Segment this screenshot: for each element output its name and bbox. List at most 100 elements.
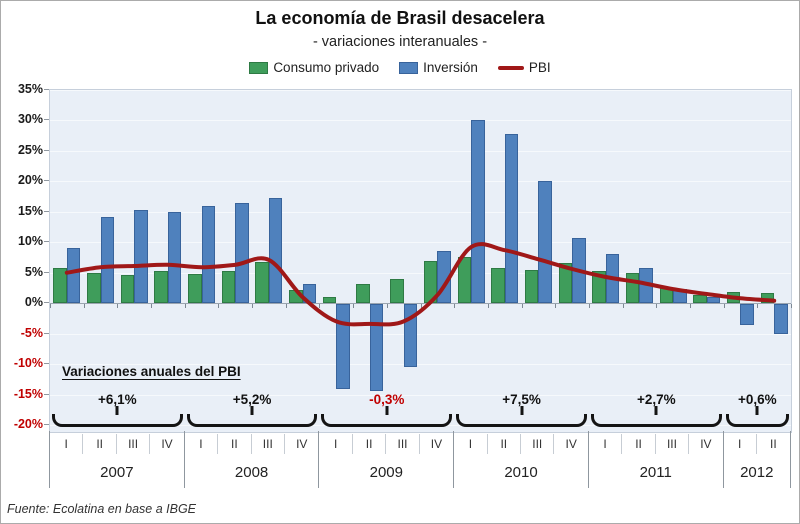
- y-tick: [44, 332, 49, 334]
- source-note: Fuente: Ecolatina en base a IBGE: [7, 502, 197, 516]
- legend-item-consumo: Consumo privado: [249, 60, 379, 75]
- category-tick: [656, 304, 657, 309]
- annual-pbi-label-2012: +0,6%: [737, 392, 777, 407]
- quarter-label: II: [488, 434, 522, 454]
- category-tick: [218, 304, 219, 309]
- legend-label-pbi: PBI: [528, 60, 551, 75]
- year-label: 2010: [504, 464, 538, 481]
- year-bracket-2012: [725, 406, 789, 427]
- category-tick: [387, 304, 388, 309]
- year-label: 2011: [639, 464, 672, 481]
- y-tick: [44, 180, 49, 182]
- bar-consumo-privado: [322, 297, 337, 304]
- gridline: [50, 120, 791, 122]
- pbi-line-swatch-icon: [497, 65, 524, 70]
- quarter-label: III: [656, 434, 690, 454]
- consumo-swatch-icon: [249, 61, 269, 74]
- bar-consumo-privado: [356, 283, 370, 304]
- category-tick: [84, 304, 85, 309]
- category-tick: [724, 304, 725, 309]
- gridline: [50, 242, 791, 244]
- category-tick: [185, 304, 186, 309]
- annual-pbi-label-2009: -0,3%: [369, 392, 405, 407]
- y-tick: [44, 271, 49, 273]
- annual-pbi-label-2007: +6,1%: [98, 392, 137, 407]
- annotation-title: Variaciones anuales del PBI: [62, 364, 241, 379]
- bracket-tick: [520, 406, 524, 415]
- bracket-tick: [654, 406, 658, 415]
- bar-consumo-privado: [524, 270, 539, 304]
- y-tick: [44, 119, 49, 121]
- y-tick-label: -20%: [13, 416, 43, 431]
- bar-consumo-privado: [53, 268, 67, 304]
- quarter-label: II: [770, 437, 777, 451]
- bar-inversion: [706, 297, 721, 304]
- category-tick: [488, 304, 489, 309]
- category-tick: [690, 304, 691, 309]
- y-tick: [44, 302, 49, 304]
- quarter-label: II: [83, 434, 117, 454]
- category-tick: [791, 304, 792, 309]
- quarter-label: II: [353, 434, 387, 454]
- quarter-label: II: [622, 434, 656, 454]
- quarter-row: I II III IV: [185, 431, 319, 458]
- legend: Consumo privado Inversión PBI: [1, 60, 799, 75]
- chart-subtitle: - variaciones interanuales -: [312, 34, 488, 50]
- gridline: [50, 364, 791, 366]
- year-label: 2007: [100, 464, 134, 481]
- bar-consumo-privado: [221, 270, 236, 304]
- gridline: [50, 333, 791, 335]
- legend-item-inversion: Inversión: [399, 60, 478, 75]
- gridline: [50, 394, 791, 396]
- quarter-label: IV: [161, 437, 173, 451]
- quarter-row: I II III IV: [50, 431, 184, 458]
- y-tick: [44, 210, 49, 212]
- bar-inversion: [100, 217, 115, 304]
- y-tick-label: -15%: [13, 386, 43, 401]
- y-tick: [44, 149, 49, 151]
- bar-consumo-privado: [457, 257, 472, 304]
- zero-axis-line: [50, 303, 791, 305]
- quarter-label: I: [185, 434, 219, 454]
- bracket-tick: [385, 406, 389, 415]
- year-bracket-2008: [186, 406, 318, 427]
- gridline: [50, 150, 791, 152]
- category-tick: [252, 304, 253, 309]
- quarter-label: III: [252, 434, 286, 454]
- quarter-label: III: [117, 434, 151, 454]
- plot-area: Variaciones anuales del PBI +6,1% +5,2% -0…: [49, 89, 792, 433]
- bar-consumo-privado: [154, 270, 168, 304]
- chart-title: La economía de Brasil desacelera: [255, 8, 545, 28]
- year-group-2008: I II III IV 2008: [185, 431, 320, 488]
- bar-inversion: [774, 304, 788, 334]
- year-group-2009: I II III IV 2009: [319, 431, 455, 488]
- category-tick: [454, 304, 455, 309]
- bar-inversion: [167, 211, 182, 304]
- category-tick: [589, 304, 590, 309]
- y-tick-label: 35%: [17, 82, 43, 96]
- y-tick-label: 20%: [17, 173, 43, 188]
- quarter-row: I II III IV: [319, 431, 453, 458]
- x-axis: I II III IV 2007 I II III IV 2008 I II III IV 2009 I II I…: [49, 431, 791, 488]
- year-group-2012: I II 2012: [724, 431, 791, 488]
- legend-label-consumo: Consumo privado: [273, 60, 380, 75]
- y-tick: [44, 393, 49, 395]
- inversion-swatch-icon: [399, 61, 419, 74]
- gridline: [50, 181, 791, 183]
- category-tick: [623, 304, 624, 309]
- category-tick: [421, 304, 422, 309]
- bar-consumo-privado: [87, 272, 101, 304]
- gridline: [50, 272, 791, 274]
- year-label: 2012: [740, 464, 774, 481]
- annual-pbi-label-2008: +5,2%: [232, 392, 272, 407]
- y-tick: [44, 363, 49, 365]
- quarter-label: III: [521, 434, 555, 454]
- bar-inversion: [504, 134, 519, 304]
- quarter-label: III: [386, 434, 420, 454]
- bar-inversion: [201, 205, 216, 304]
- bar-consumo-privado: [693, 295, 707, 304]
- y-tick-label: -10%: [13, 356, 43, 371]
- bar-consumo-privado: [491, 267, 505, 304]
- y-tick-label: 15%: [17, 203, 43, 218]
- year-label: 2009: [369, 464, 403, 481]
